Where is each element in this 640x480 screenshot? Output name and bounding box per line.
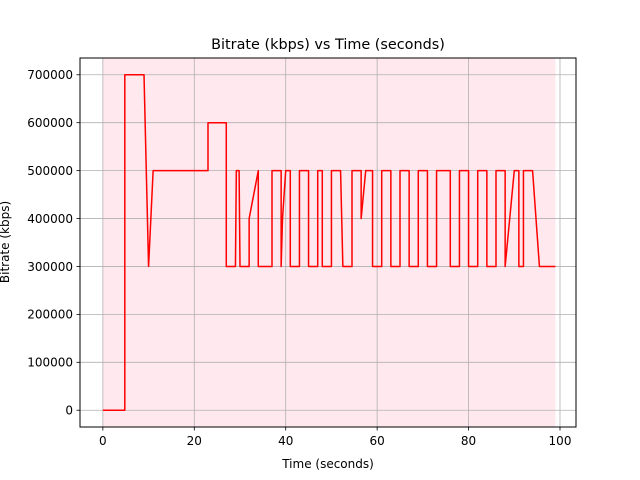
y-tick-label: 600000: [27, 116, 73, 130]
bitrate-series-line: [102, 74, 556, 411]
y-tick-label: 200000: [27, 308, 73, 322]
y-axis-title: Bitrate (kbps): [0, 201, 12, 283]
x-axis-title: Time (seconds): [281, 457, 374, 471]
x-tick-label: 100: [549, 434, 572, 448]
y-tick-label: 0: [65, 404, 73, 418]
grid-layer: [80, 58, 576, 427]
y-tick-label: 500000: [27, 164, 73, 178]
x-tick-label: 40: [278, 434, 293, 448]
chart-title: Bitrate (kbps) vs Time (seconds): [211, 37, 445, 53]
plot-area-frame: [79, 57, 577, 428]
x-tick-label: 60: [370, 434, 385, 448]
shaded-region-layer: [102, 58, 556, 427]
x-tick-label: 80: [461, 434, 476, 448]
x-tick-label: 0: [99, 434, 107, 448]
y-tick-label: 400000: [27, 212, 73, 226]
shaded-region: [102, 58, 556, 427]
y-axis-ticks: 0 100000 200000 300000 400000 500000 600000 700…: [27, 68, 80, 418]
x-tick-label: 20: [187, 434, 202, 448]
y-tick-label: 700000: [27, 68, 73, 82]
y-tick-label: 100000: [27, 356, 73, 370]
series-layer: [102, 74, 556, 411]
x-axis-ticks: 0 20 40 60 80 100: [99, 427, 571, 448]
y-tick-label: 300000: [27, 260, 73, 274]
